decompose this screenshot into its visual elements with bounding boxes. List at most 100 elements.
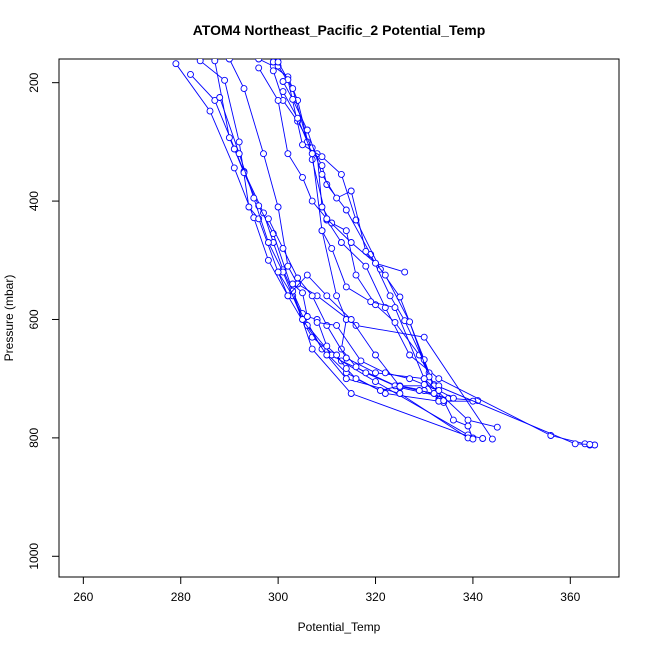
data-point	[284, 150, 292, 158]
series-5	[216, 94, 472, 442]
data-point	[430, 390, 438, 397]
data-point	[308, 197, 316, 205]
chart-title: ATOM4 Northeast_Pacific_2 Potential_Temp	[193, 22, 486, 38]
data-point	[391, 304, 399, 312]
data-point	[469, 435, 477, 443]
x-tick-label: 340	[463, 590, 483, 604]
data-point	[372, 351, 379, 359]
series-line	[228, 59, 493, 440]
data-point	[240, 85, 248, 93]
data-point	[255, 59, 263, 63]
data-point	[289, 95, 297, 103]
data-point	[289, 280, 297, 288]
data-point	[406, 375, 414, 383]
data-point	[347, 239, 355, 246]
data-point	[318, 153, 326, 161]
data-point	[323, 342, 331, 350]
data-point	[381, 369, 389, 377]
data-point	[347, 316, 355, 323]
data-point	[406, 351, 414, 359]
data-point	[216, 94, 224, 101]
data-point	[323, 215, 331, 223]
data-point	[308, 156, 316, 164]
data-point	[308, 345, 316, 353]
data-point	[235, 138, 243, 146]
data-point	[435, 375, 443, 383]
data-point	[303, 313, 311, 320]
data-point	[420, 381, 428, 389]
data-point	[420, 333, 428, 341]
series-15	[289, 280, 477, 443]
data-point	[347, 187, 355, 195]
data-point	[308, 292, 316, 300]
series-line	[219, 97, 469, 439]
data-point	[299, 289, 306, 297]
data-point	[333, 292, 341, 300]
data-point	[342, 206, 350, 214]
data-point	[225, 134, 233, 142]
data-point	[318, 203, 326, 211]
data-point	[352, 271, 360, 279]
data-point	[420, 375, 428, 383]
series-9	[269, 67, 433, 377]
data-point	[264, 239, 272, 246]
data-point	[333, 194, 341, 202]
data-point	[255, 64, 263, 72]
data-point	[381, 304, 389, 312]
data-point	[347, 390, 355, 397]
data-point	[294, 114, 302, 122]
data-point	[318, 227, 326, 235]
data-point	[211, 59, 219, 65]
data-point	[284, 292, 292, 300]
data-point	[328, 244, 336, 252]
series-18	[274, 268, 438, 397]
x-tick-label: 360	[560, 590, 580, 604]
x-axis-label: Potential_Temp	[298, 620, 381, 634]
data-point	[415, 387, 423, 394]
data-point	[318, 170, 326, 178]
y-tick-label: 1000	[27, 543, 41, 570]
series-line	[199, 60, 483, 439]
data-point	[586, 440, 594, 448]
data-point	[386, 292, 394, 300]
data-point	[235, 150, 243, 158]
x-tick-label: 320	[366, 590, 386, 604]
data-point	[352, 363, 360, 371]
data-point	[342, 375, 350, 383]
x-axis: 260 280 300 320 340 360	[73, 576, 581, 604]
y-axis: 200 400 600 800 1000	[27, 72, 60, 570]
data-point	[211, 96, 219, 104]
data-point	[352, 375, 360, 383]
data-point	[313, 318, 321, 326]
data-point	[357, 357, 365, 365]
data-point	[362, 262, 370, 270]
data-point	[172, 60, 180, 68]
data-point	[323, 351, 331, 359]
data-point	[279, 88, 287, 96]
data-point	[337, 239, 345, 246]
data-point	[250, 194, 258, 202]
data-point	[372, 369, 379, 377]
data-point	[206, 107, 214, 115]
series-line	[267, 218, 498, 428]
data-point	[279, 78, 287, 85]
series-13	[255, 64, 409, 276]
y-tick-label: 400	[27, 191, 41, 211]
data-point	[372, 378, 379, 386]
data-point	[337, 170, 345, 178]
data-point	[396, 382, 404, 390]
series-6	[225, 59, 496, 443]
data-point	[187, 70, 194, 78]
data-point	[299, 173, 306, 181]
data-point	[435, 387, 443, 394]
data-point	[221, 76, 229, 84]
series-line	[282, 91, 440, 402]
data-point	[406, 318, 414, 326]
data-point	[333, 351, 341, 359]
y-axis-label: Pressure (mbar)	[2, 275, 16, 362]
data-point	[464, 416, 472, 424]
data-point	[571, 440, 579, 448]
data-point	[449, 394, 457, 402]
data-point	[381, 271, 389, 279]
